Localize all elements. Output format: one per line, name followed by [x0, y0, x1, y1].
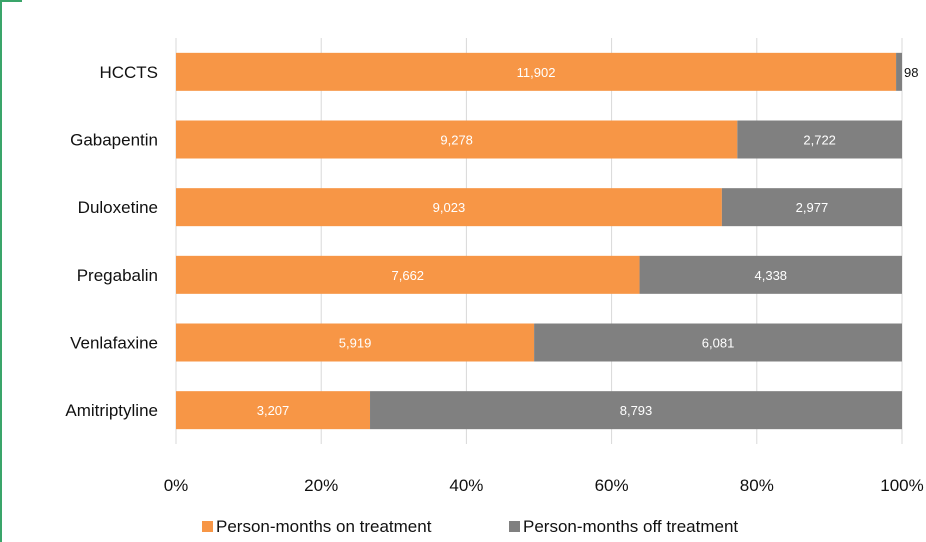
- category-labels: HCCTS Gabapentin Duloxetine Pregabalin Venla…: [65, 63, 158, 420]
- legend-swatch: [202, 521, 213, 532]
- bar-segment: [176, 323, 535, 362]
- legend: Person-months on treatment Person-months …: [202, 517, 738, 536]
- category-label: Venlafaxine: [70, 334, 158, 353]
- bar-segment: [370, 391, 902, 430]
- bar-segment: [896, 52, 902, 91]
- x-tick-label: 60%: [595, 476, 629, 495]
- bar-segment: [639, 255, 902, 294]
- category-label: Amitriptyline: [65, 401, 158, 420]
- top-border-accent: [0, 0, 22, 2]
- data-label: 3,207: [257, 403, 290, 418]
- x-tick-label: 100%: [880, 476, 923, 495]
- bar-segment: [176, 120, 738, 159]
- data-label: 5,919: [339, 336, 372, 351]
- x-tick-label: 80%: [740, 476, 774, 495]
- data-label: 9,023: [433, 200, 466, 215]
- bar-segment: [176, 52, 897, 91]
- category-label: Pregabalin: [77, 266, 158, 285]
- data-label: 2,977: [796, 200, 829, 215]
- data-label: 9,278: [440, 133, 473, 148]
- data-label: 6,081: [702, 336, 735, 351]
- data-label: 11,902: [517, 65, 556, 80]
- category-label: Duloxetine: [78, 198, 158, 217]
- data-label: 4,338: [755, 268, 788, 283]
- category-label: HCCTS: [99, 63, 158, 82]
- legend-swatch: [509, 521, 520, 532]
- bar-segment: [737, 120, 902, 159]
- data-label: 7,662: [392, 268, 425, 283]
- bars: 11,902 98 9,278 2,722 9,023 2,977 7,662 4,338 5,…: [176, 52, 918, 430]
- x-tick-label: 0%: [164, 476, 189, 495]
- gridlines: [175, 38, 903, 444]
- x-tick-label: 20%: [304, 476, 338, 495]
- bar-segment: [534, 323, 902, 362]
- left-border-line: [0, 0, 2, 542]
- x-tick-labels: 0% 20% 40% 60% 80% 100%: [164, 476, 924, 495]
- data-label: 2,722: [803, 133, 836, 148]
- legend-label: Person-months on treatment: [216, 517, 432, 536]
- data-label: 98: [904, 65, 918, 80]
- bar-segment: [176, 255, 640, 294]
- x-tick-label: 40%: [449, 476, 483, 495]
- bar-segment: [176, 188, 722, 227]
- category-label: Gabapentin: [70, 131, 158, 150]
- bar-segment: [176, 391, 371, 430]
- bar-segment: [721, 188, 902, 227]
- data-label: 8,793: [620, 403, 653, 418]
- legend-label: Person-months off treatment: [523, 517, 738, 536]
